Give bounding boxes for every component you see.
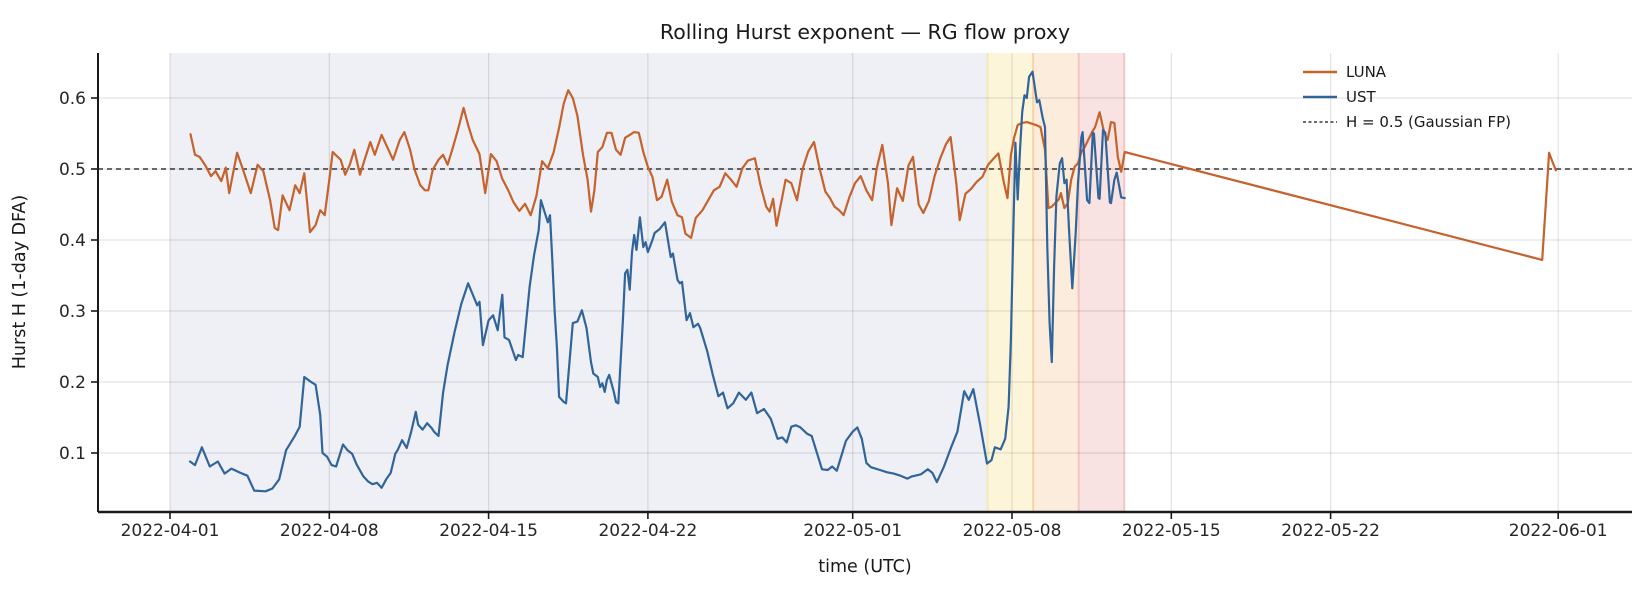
y-tick-label: 0.5 — [59, 160, 86, 180]
x-tick-label: 2022-06-01 — [1509, 521, 1608, 541]
x-tick-label: 2022-05-08 — [963, 521, 1062, 541]
y-tick-label: 0.2 — [59, 373, 86, 393]
legend-label-ust: UST — [1346, 88, 1377, 106]
x-tick-label: 2022-05-01 — [803, 521, 902, 541]
y-tick-label: 0.6 — [59, 89, 86, 109]
legend-label-h05: H = 0.5 (Gaussian FP) — [1346, 113, 1511, 131]
y-tick-label: 0.4 — [59, 231, 86, 251]
x-tick-label: 2022-05-22 — [1281, 521, 1380, 541]
series-line-ust — [188, 70, 1126, 493]
tick-marks-and-labels: 2022-04-01 2022-04-08 2022-04-15 2022-04-22… — [59, 89, 1608, 541]
legend-label-luna: LUNA — [1346, 63, 1387, 81]
x-tick-label: 2022-04-08 — [280, 521, 379, 541]
event-bands — [170, 53, 1126, 512]
chart-title: Rolling Hurst exponent — RG flow proxy — [660, 20, 1070, 44]
x-tick-label: 2022-04-01 — [121, 521, 220, 541]
legend: LUNA UST H = 0.5 (Gaussian FP) — [1303, 63, 1511, 131]
event-band-yellow — [987, 53, 1034, 512]
x-tick-label: 2022-05-15 — [1122, 521, 1221, 541]
y-tick-label: 0.3 — [59, 302, 86, 322]
x-tick-label: 2022-04-22 — [598, 521, 697, 541]
event-band-red — [1078, 53, 1125, 512]
x-axis-label: time (UTC) — [818, 557, 911, 577]
y-axis-label: Hurst H (1-day DFA) — [10, 195, 30, 369]
series-lines — [188, 70, 1558, 493]
y-tick-label: 0.1 — [59, 444, 86, 464]
x-tick-label: 2022-04-15 — [439, 521, 538, 541]
axes-spines — [97, 53, 1632, 514]
